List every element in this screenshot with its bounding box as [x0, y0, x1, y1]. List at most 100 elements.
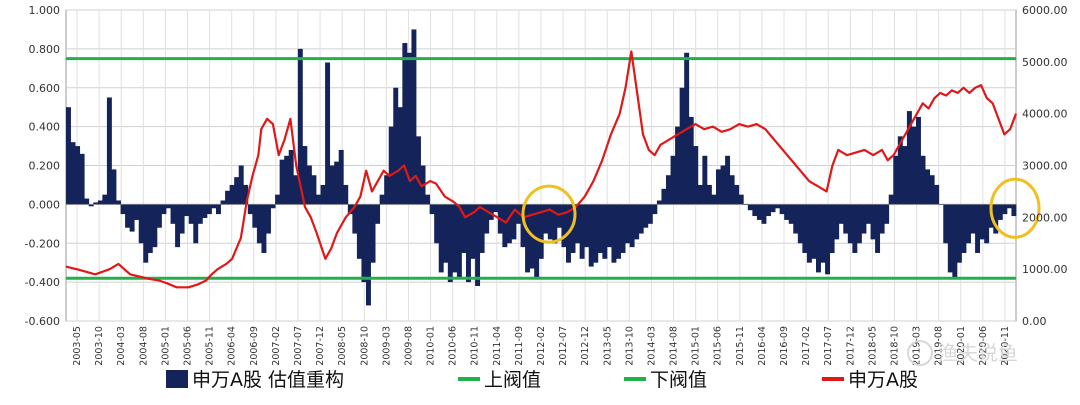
x-tick-label: 2010-06	[448, 326, 459, 366]
bar	[402, 43, 408, 205]
x-tick-label: 2006-09	[249, 326, 260, 366]
bar	[966, 204, 971, 244]
bar	[193, 204, 199, 244]
x-tick-label: 2017-02	[801, 326, 812, 366]
bar	[393, 87, 399, 205]
bar	[316, 194, 321, 205]
bar	[920, 155, 926, 205]
bar	[861, 204, 867, 234]
bar	[843, 204, 849, 234]
bar	[252, 204, 258, 228]
bar	[902, 146, 908, 205]
bar	[993, 204, 999, 234]
annotations	[521, 177, 1041, 244]
bar	[770, 204, 776, 213]
right-tick-label: 2000.00	[1022, 211, 1068, 224]
bar	[538, 204, 544, 259]
x-tick-label: 2012-07	[558, 326, 569, 366]
bar	[147, 204, 153, 253]
bar	[666, 175, 671, 205]
bar	[1002, 204, 1008, 215]
bar	[802, 204, 808, 253]
bar	[75, 146, 81, 205]
legend-label: 下阀值	[650, 369, 707, 391]
bar	[711, 194, 717, 205]
bar	[611, 204, 617, 263]
bar	[266, 204, 271, 234]
bar	[547, 204, 553, 240]
x-tick-label: 2020-06	[978, 326, 989, 366]
bar	[675, 126, 681, 205]
right-tick-label: 5000.00	[1022, 56, 1068, 69]
bar	[779, 204, 785, 215]
bar	[979, 204, 985, 240]
bar-series	[66, 29, 1017, 306]
bar	[534, 204, 540, 279]
bar	[370, 204, 376, 263]
bar	[475, 204, 481, 287]
x-tick-label: 2009-08	[403, 326, 414, 366]
bar	[152, 204, 158, 248]
left-tick-label: 0.600	[29, 82, 61, 95]
right-tick-label: 3000.00	[1022, 160, 1068, 173]
bar	[211, 204, 217, 209]
bar	[361, 204, 367, 283]
bar	[893, 155, 899, 205]
bar	[866, 204, 871, 224]
bar	[761, 204, 767, 224]
bar	[220, 200, 226, 205]
left-tick-label: 0.200	[29, 160, 61, 173]
bar	[811, 204, 817, 259]
bar	[175, 204, 181, 248]
bar	[488, 204, 494, 220]
bar	[688, 116, 694, 205]
bar	[552, 204, 558, 244]
bar	[116, 200, 121, 205]
threshold-lines	[66, 57, 1016, 280]
bar	[411, 29, 417, 205]
bar	[743, 204, 749, 205]
bar	[320, 184, 326, 205]
x-tick-label: 2004-08	[138, 326, 149, 366]
left-tick-label: 0.400	[29, 121, 61, 134]
x-tick-label: 2011-04	[492, 326, 503, 366]
axes: -0.600 -0.400 -0.200 0.000 0.200 0.400 0.600 0.…	[25, 4, 1068, 366]
bar	[984, 204, 990, 244]
line-series	[65, 50, 1018, 289]
bar	[720, 165, 726, 205]
bar	[806, 204, 812, 263]
bar	[884, 204, 890, 224]
bar	[493, 204, 499, 213]
x-tick-label: 2005-11	[205, 326, 216, 366]
bar	[616, 204, 621, 259]
x-tick-label: 2013-10	[624, 326, 635, 366]
bar	[970, 204, 976, 234]
bar	[1006, 204, 1012, 209]
left-tick-label: 0.000	[29, 198, 61, 211]
bar	[202, 204, 208, 218]
bar	[288, 149, 294, 205]
right-tick-label: 6000.00	[1022, 4, 1068, 17]
bar	[906, 111, 912, 205]
watermark: 渔夫说鱼	[907, 340, 1018, 366]
bar	[70, 142, 76, 205]
bar	[625, 204, 631, 244]
bar	[406, 52, 412, 205]
bar	[597, 204, 603, 253]
bar	[634, 204, 640, 240]
bar	[216, 204, 221, 215]
bar	[1011, 204, 1017, 217]
x-tick-label: 2005-01	[160, 326, 171, 366]
x-tick-label: 2012-12	[580, 326, 591, 366]
bar	[434, 204, 440, 244]
bar	[888, 194, 894, 205]
bar	[125, 204, 131, 228]
bar	[416, 136, 421, 205]
bar	[243, 184, 249, 205]
bar	[829, 204, 835, 253]
bar	[629, 204, 635, 248]
bar	[129, 204, 135, 232]
x-tick-label: 2009-03	[381, 326, 392, 366]
